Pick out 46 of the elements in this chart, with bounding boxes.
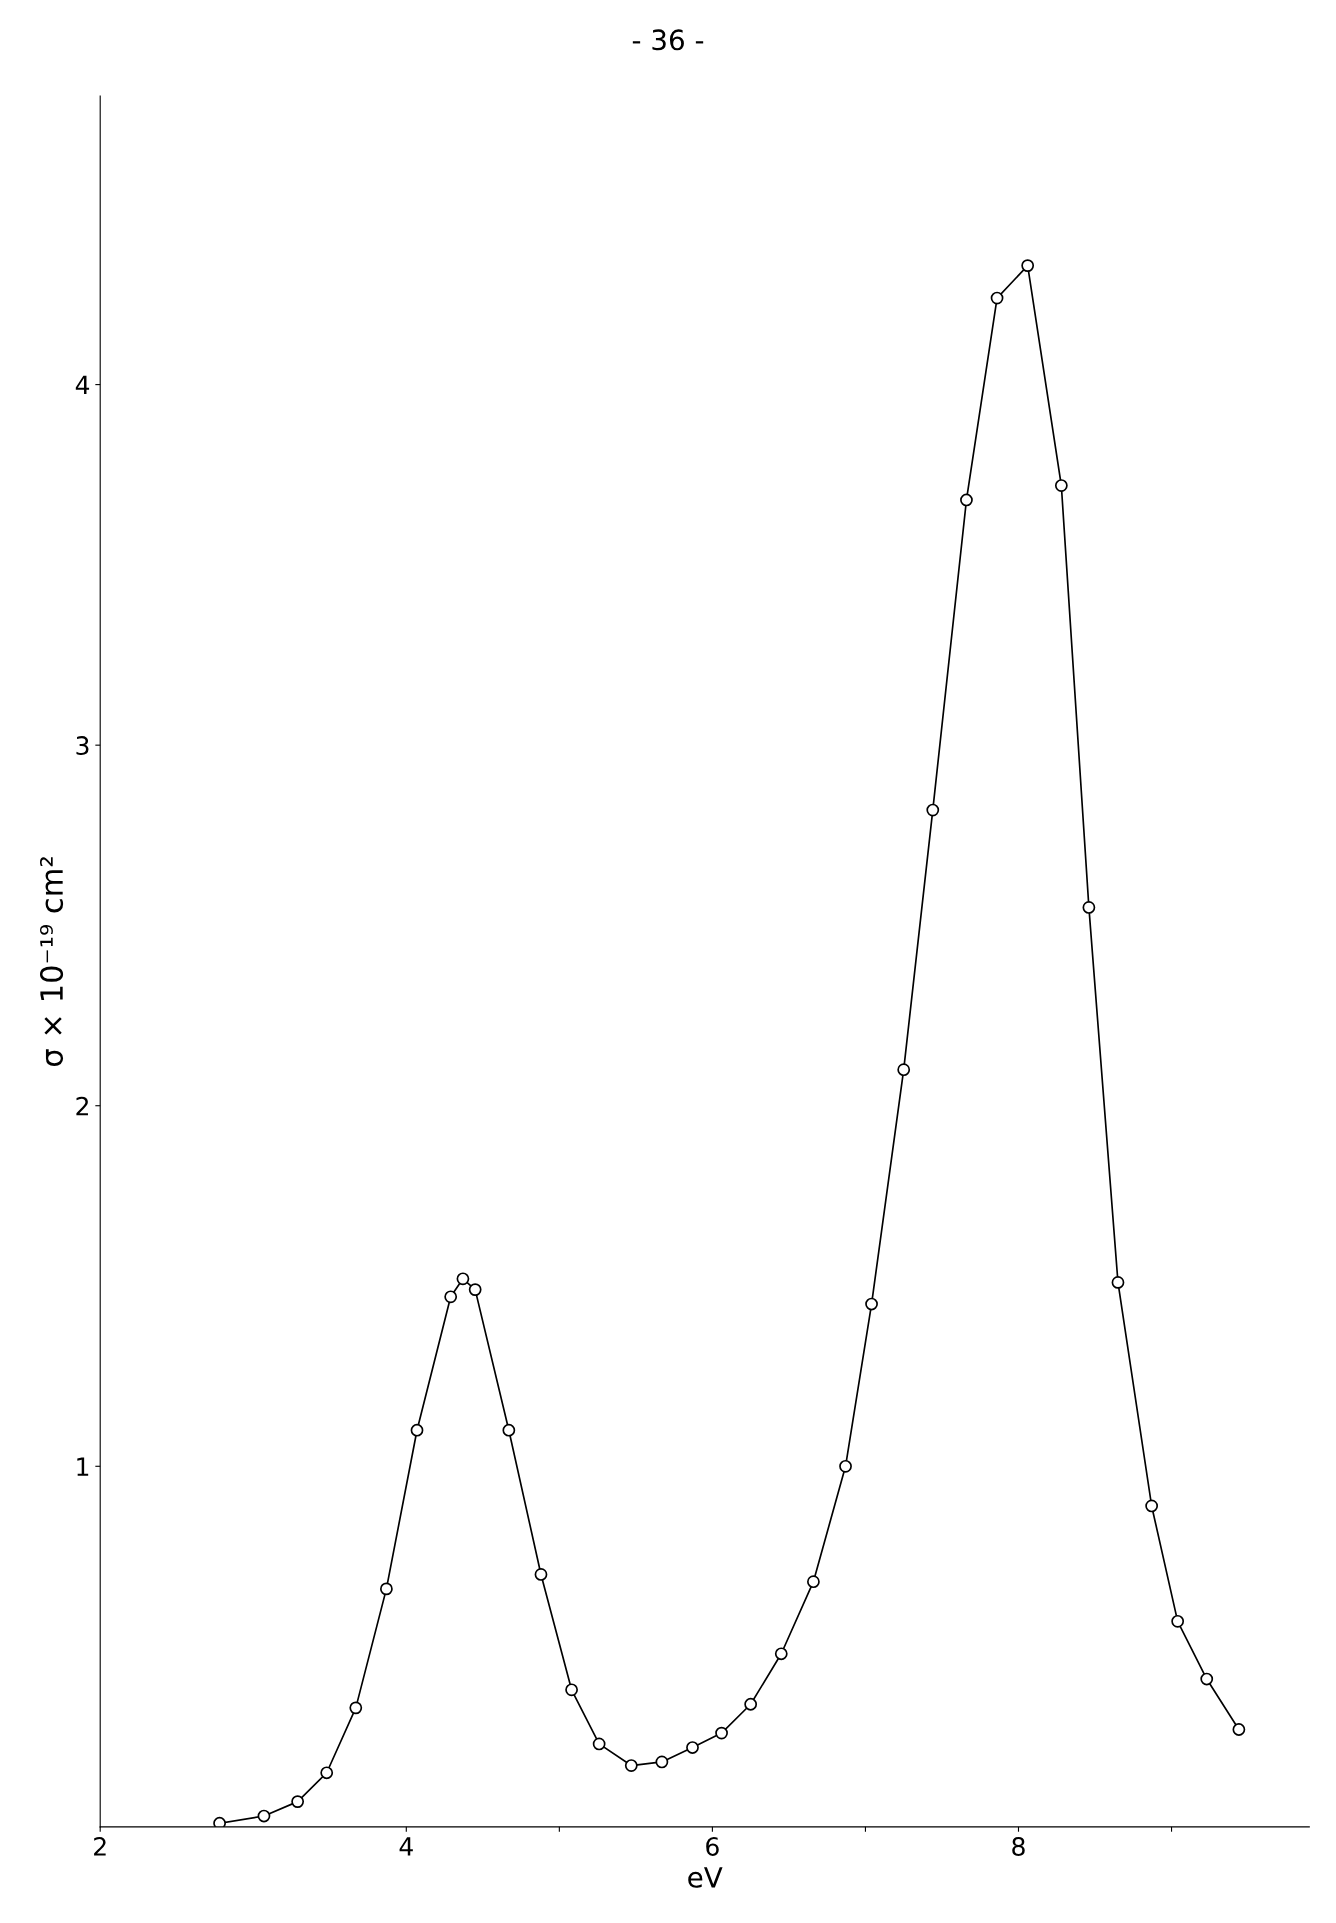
point — [926, 803, 940, 817]
point — [592, 1737, 606, 1751]
point — [715, 1726, 728, 1740]
point — [1145, 1499, 1159, 1513]
point — [349, 1701, 363, 1715]
x-tick-label: 8 — [1012, 1837, 1025, 1856]
point — [990, 291, 1004, 305]
point — [897, 1063, 911, 1077]
point — [380, 1582, 393, 1596]
point — [565, 1683, 578, 1697]
x-tick-label: 2 — [94, 1837, 106, 1856]
point — [468, 1283, 482, 1297]
point — [624, 1759, 638, 1772]
y-tick-label: 3 — [76, 736, 89, 756]
point — [807, 1575, 820, 1589]
point — [865, 1297, 878, 1311]
x-tick-label: 4 — [399, 1837, 413, 1856]
point — [839, 1459, 852, 1473]
point — [774, 1647, 788, 1661]
point — [960, 493, 973, 507]
point — [444, 1290, 458, 1304]
point — [320, 1766, 334, 1780]
point — [1021, 259, 1035, 273]
point — [1082, 901, 1096, 914]
point — [1111, 1276, 1125, 1289]
point — [1232, 1723, 1246, 1736]
point — [534, 1568, 548, 1581]
point — [291, 1795, 305, 1809]
point — [257, 1809, 271, 1823]
text: - 36 - — [632, 29, 704, 51]
point — [1171, 1614, 1185, 1628]
point — [456, 1272, 470, 1286]
point — [213, 1816, 226, 1827]
point — [1200, 1672, 1214, 1686]
point — [1054, 479, 1068, 492]
point — [502, 1423, 516, 1437]
y-axis-title: σ × 10⁻¹⁹ cm² — [39, 857, 64, 1067]
point — [655, 1755, 669, 1769]
x-tick-label: 6 — [706, 1837, 719, 1856]
y-tick-label: 4 — [75, 375, 90, 395]
point — [744, 1697, 758, 1711]
point — [410, 1423, 424, 1437]
point — [686, 1741, 699, 1754]
y-tick-label: 2 — [76, 1096, 88, 1116]
y-tick-label: 1 — [77, 1457, 89, 1476]
x-axis-title: eV — [688, 1867, 723, 1888]
